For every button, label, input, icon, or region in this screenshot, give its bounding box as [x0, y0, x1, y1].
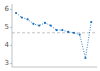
- data-point: [84, 57, 86, 59]
- y-tick-label: 3: [5, 59, 9, 67]
- data-point: [73, 32, 75, 34]
- y-tick: [10, 45, 12, 46]
- data-point: [61, 29, 63, 31]
- data-point: [50, 25, 52, 27]
- data-point: [44, 22, 46, 24]
- data-point: [27, 18, 29, 20]
- data-point: [67, 31, 69, 33]
- x-axis-line: [12, 67, 97, 68]
- y-tick-label: 6: [5, 5, 10, 13]
- y-tick-label: 4: [5, 41, 10, 49]
- data-point: [15, 12, 17, 14]
- y-tick-label: 5: [5, 23, 9, 31]
- chart-container: 3 4 5 6: [0, 0, 100, 71]
- y-tick: [10, 9, 12, 10]
- y-axis-line: [12, 4, 13, 67]
- data-point: [90, 21, 92, 23]
- data-point: [55, 29, 57, 31]
- data-point: [38, 25, 40, 27]
- data-line: [16, 13, 91, 58]
- chart: 3 4 5 6: [0, 0, 100, 71]
- y-tick: [10, 63, 12, 64]
- data-point: [32, 23, 34, 25]
- plot-area: [12, 12, 97, 59]
- y-tick: [10, 27, 12, 28]
- data-point: [79, 34, 81, 36]
- reference-line: [12, 32, 97, 33]
- data-point: [21, 16, 23, 18]
